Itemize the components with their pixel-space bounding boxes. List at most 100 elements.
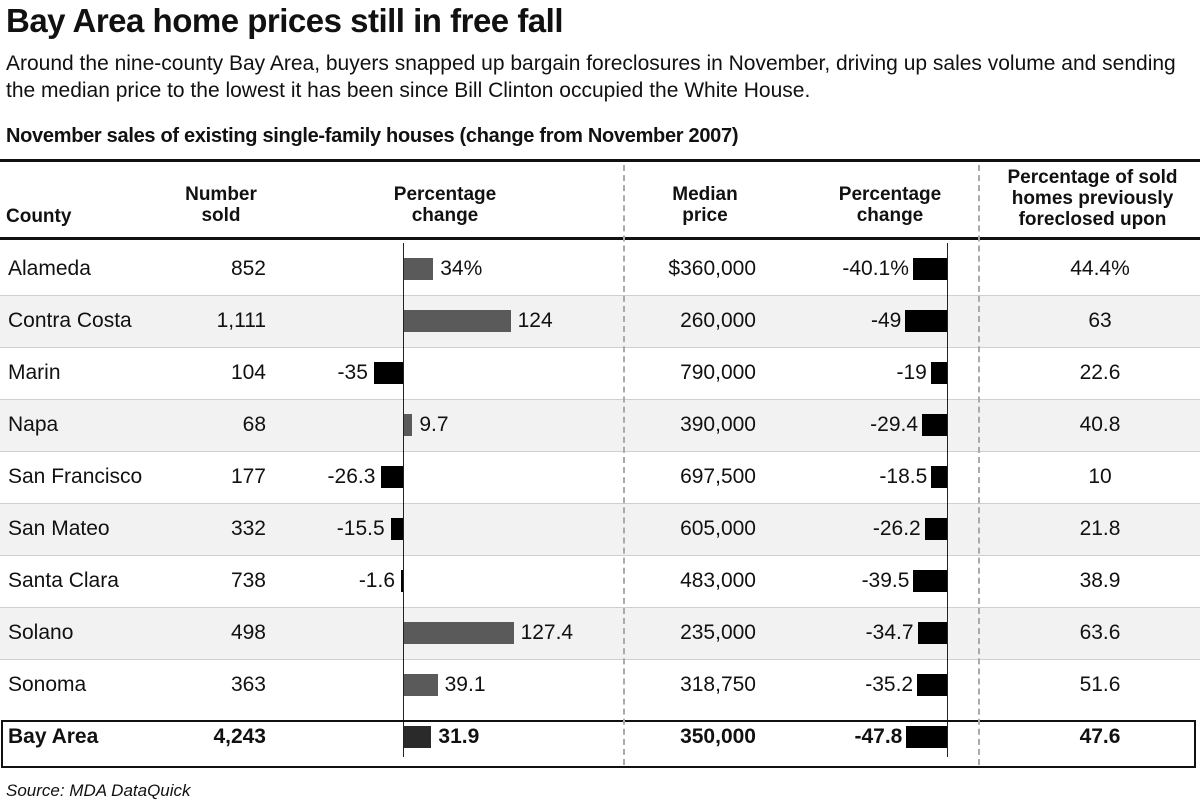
number-sold: 498: [230, 621, 266, 644]
foreclosed-pct: 21.8: [1079, 517, 1121, 540]
price-change-bar: [917, 622, 947, 644]
foreclosed-pct: 51.6: [1079, 673, 1121, 696]
price-change-bar: [922, 414, 947, 436]
median-price: 260,000: [680, 309, 756, 332]
county-name: Sonoma: [8, 673, 87, 696]
number-sold: 363: [230, 673, 266, 696]
number-sold: 68: [242, 413, 266, 436]
price-change-bar: [912, 258, 947, 280]
foreclosed-pct: 47.6: [1079, 725, 1121, 748]
row-divider: [0, 347, 1200, 348]
header-price-change: Percentage change: [838, 184, 942, 226]
county-name: Contra Costa: [8, 309, 132, 332]
sales-change-label: -1.6: [358, 569, 395, 592]
foreclosed-pct: 22.6: [1079, 361, 1121, 384]
sales-change-label: -26.3: [327, 465, 376, 488]
row-divider: [0, 607, 1200, 608]
county-name: Solano: [8, 621, 74, 644]
table-row: [0, 607, 1200, 659]
price-change-bar: [930, 362, 947, 384]
number-sold: 852: [230, 257, 266, 280]
row-divider: [0, 399, 1200, 400]
header-foreclosed: Percentage of sold homes previously fore…: [1007, 167, 1178, 230]
median-price: $360,000: [668, 257, 756, 280]
price-change-label: -18.5: [879, 465, 928, 488]
number-sold: 177: [230, 465, 266, 488]
table-row: [0, 295, 1200, 347]
total-row-box: [1, 720, 1196, 768]
price-change-axis: [947, 243, 948, 757]
sales-change-label: 124: [517, 309, 553, 332]
chart-title: Bay Area home prices still in free fall: [6, 2, 564, 39]
header-rule: [0, 237, 1200, 240]
sales-change-label: 31.9: [438, 725, 480, 748]
foreclosed-pct: 63: [1088, 309, 1112, 332]
median-price: 318,750: [680, 673, 756, 696]
top-rule: [0, 159, 1200, 162]
median-price: 235,000: [680, 621, 756, 644]
table-subtitle: November sales of existing single-family…: [6, 125, 739, 147]
price-change-bar: [931, 466, 947, 488]
foreclosed-pct: 38.9: [1079, 569, 1121, 592]
sales-change-label: 39.1: [444, 673, 486, 696]
source-note: Source: MDA DataQuick: [6, 781, 191, 800]
sales-change-label: -35: [337, 361, 368, 384]
sales-change-bar: [404, 310, 511, 332]
median-price: 697,500: [680, 465, 756, 488]
median-price: 350,000: [680, 725, 756, 748]
sales-change-label: 9.7: [419, 413, 449, 436]
number-sold: 104: [230, 361, 266, 384]
county-name: Marin: [8, 361, 61, 384]
median-price: 390,000: [680, 413, 756, 436]
price-change-label: -47.8: [854, 725, 903, 748]
header-number-sold: Number sold: [185, 184, 257, 226]
foreclosed-pct: 44.4%: [1070, 257, 1130, 280]
price-change-bar: [924, 518, 947, 540]
median-price: 483,000: [680, 569, 756, 592]
price-change-bar: [917, 674, 947, 696]
number-sold: 1,111: [216, 309, 266, 332]
header-median-price: Median price: [672, 184, 738, 226]
sales-change-bar: [390, 518, 404, 540]
price-change-label: -39.5: [861, 569, 910, 592]
sales-change-bar: [404, 414, 413, 436]
county-name: Napa: [8, 413, 59, 436]
row-divider: [0, 555, 1200, 556]
sales-change-label: -15.5: [336, 517, 385, 540]
sales-change-bar: [381, 466, 404, 488]
row-divider: [0, 451, 1200, 452]
column-divider-right: [978, 165, 980, 765]
price-change-label: -29.4: [870, 413, 919, 436]
row-divider: [0, 503, 1200, 504]
table-row: [0, 399, 1200, 451]
foreclosed-pct: 10: [1088, 465, 1112, 488]
price-change-label: -19: [896, 361, 927, 384]
sales-change-bar: [373, 362, 404, 384]
price-change-label: -40.1%: [842, 257, 909, 280]
sales-change-bar: [404, 726, 432, 748]
sales-change-bar: [404, 622, 514, 644]
header-county: County: [6, 206, 72, 227]
county-name: Alameda: [8, 257, 91, 280]
median-price: 605,000: [680, 517, 756, 540]
number-sold: 4,243: [213, 725, 266, 748]
number-sold: 332: [230, 517, 266, 540]
foreclosed-pct: 63.6: [1079, 621, 1121, 644]
sales-change-bar: [404, 674, 438, 696]
price-change-label: -35.2: [865, 673, 914, 696]
price-change-label: -26.2: [872, 517, 921, 540]
column-divider-left: [623, 165, 625, 765]
county-name: Santa Clara: [8, 569, 119, 592]
sales-change-bar: [401, 570, 404, 592]
county-name: San Mateo: [8, 517, 110, 540]
row-divider: [0, 295, 1200, 296]
foreclosed-pct: 40.8: [1079, 413, 1121, 436]
row-divider: [0, 659, 1200, 660]
price-change-bar: [905, 310, 947, 332]
number-sold: 738: [230, 569, 266, 592]
price-change-label: -34.7: [865, 621, 914, 644]
sales-change-label: 127.4: [520, 621, 574, 644]
price-change-bar: [906, 726, 947, 748]
header-sales-change: Percentage change: [393, 184, 497, 226]
sales-change-axis: [403, 243, 404, 757]
